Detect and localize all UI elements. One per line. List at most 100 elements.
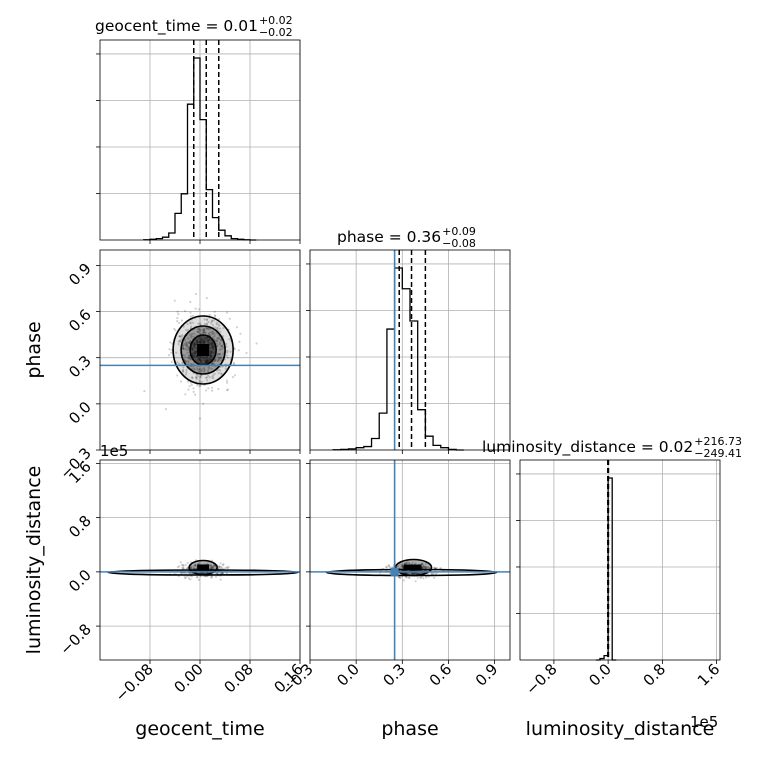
sample-point bbox=[211, 345, 214, 348]
sample-point bbox=[193, 564, 196, 567]
sample-point bbox=[226, 311, 229, 314]
sample-point bbox=[211, 361, 214, 364]
sample-point bbox=[224, 367, 227, 370]
sample-point bbox=[181, 361, 184, 364]
sample-point bbox=[203, 368, 206, 371]
sample-point bbox=[194, 350, 198, 353]
title-plus: +0.09 bbox=[442, 225, 476, 238]
sample-point bbox=[435, 566, 438, 570]
x-tick-label: −0.3 bbox=[278, 660, 316, 698]
sample-point bbox=[188, 342, 191, 345]
sample-point bbox=[220, 345, 223, 348]
sample-point bbox=[220, 359, 223, 362]
sample-point bbox=[194, 352, 197, 355]
sample-point bbox=[220, 357, 223, 360]
sample-point bbox=[204, 376, 208, 379]
sample-point bbox=[200, 380, 203, 383]
sample-point bbox=[200, 339, 203, 342]
sample-point bbox=[205, 322, 208, 325]
x-axis-label-geocent_time: geocent_time bbox=[135, 718, 264, 740]
sample-point bbox=[191, 348, 194, 351]
sample-point bbox=[188, 333, 192, 336]
sample-point bbox=[206, 379, 209, 382]
sample-point bbox=[218, 352, 222, 355]
sample-point bbox=[205, 356, 208, 359]
sample-point bbox=[196, 341, 199, 344]
sample-point bbox=[210, 352, 213, 355]
sample-point bbox=[199, 356, 202, 359]
sample-point bbox=[189, 358, 192, 361]
x-tick-label: −0.8 bbox=[522, 660, 560, 698]
sample-point bbox=[233, 348, 236, 351]
sample-point bbox=[197, 358, 200, 361]
sample-point bbox=[179, 339, 182, 342]
sample-point bbox=[216, 359, 219, 362]
sample-point bbox=[202, 370, 205, 373]
sample-point bbox=[399, 576, 402, 580]
sample-point bbox=[194, 341, 197, 344]
sample-point bbox=[184, 393, 187, 396]
sample-point bbox=[193, 343, 196, 346]
sample-point bbox=[219, 330, 222, 333]
sample-point bbox=[420, 562, 423, 565]
sample-point bbox=[226, 381, 229, 384]
sample-point bbox=[408, 561, 411, 565]
sample-point bbox=[425, 576, 428, 579]
sample-point bbox=[192, 346, 195, 349]
sample-point bbox=[229, 350, 232, 353]
sample-point bbox=[192, 348, 195, 351]
sample-point bbox=[212, 348, 215, 351]
sample-point bbox=[186, 562, 189, 565]
sample-point bbox=[220, 572, 223, 575]
sample-point bbox=[225, 342, 228, 345]
sample-point bbox=[226, 349, 229, 352]
sample-point bbox=[228, 338, 231, 341]
sample-point bbox=[216, 339, 219, 343]
sample-point bbox=[187, 347, 190, 350]
sample-point bbox=[422, 577, 425, 580]
sample-point bbox=[198, 379, 201, 382]
sample-point bbox=[211, 330, 214, 333]
sample-point bbox=[206, 327, 209, 330]
sample-point bbox=[187, 361, 190, 364]
sample-point bbox=[198, 328, 201, 331]
title-plus: +0.02 bbox=[259, 14, 293, 27]
sample-point bbox=[198, 341, 201, 344]
sample-point bbox=[396, 565, 399, 568]
sample-point bbox=[226, 388, 230, 391]
sample-point bbox=[190, 383, 193, 386]
sample-point bbox=[191, 376, 194, 380]
sample-point bbox=[416, 572, 419, 575]
sample-point bbox=[432, 572, 435, 575]
sample-point bbox=[202, 335, 206, 338]
sample-point bbox=[205, 359, 209, 362]
histogram-step bbox=[595, 477, 617, 661]
sample-point bbox=[191, 347, 194, 350]
sample-point bbox=[185, 343, 188, 347]
sample-point bbox=[208, 338, 211, 342]
title-luminosity_distance: luminosity_distance = 0.02 bbox=[482, 438, 693, 457]
sample-point bbox=[225, 566, 229, 569]
sample-point bbox=[198, 370, 201, 373]
sample-point bbox=[173, 327, 176, 330]
sample-point bbox=[189, 315, 192, 318]
sample-point bbox=[190, 335, 194, 338]
sample-point bbox=[407, 576, 410, 579]
sample-point bbox=[405, 562, 408, 565]
sample-point bbox=[180, 563, 184, 566]
sample-point bbox=[198, 358, 201, 361]
sample-point bbox=[422, 565, 425, 568]
sample-point bbox=[205, 361, 208, 364]
sample-point bbox=[176, 310, 179, 313]
sample-point bbox=[201, 367, 204, 370]
sample-point bbox=[176, 361, 179, 364]
sample-point bbox=[219, 327, 222, 330]
sample-point bbox=[198, 357, 201, 360]
sample-point bbox=[211, 342, 214, 345]
title-minus: −249.41 bbox=[694, 447, 742, 460]
sample-point bbox=[170, 348, 173, 351]
sample-point bbox=[398, 576, 402, 579]
sample-point bbox=[209, 331, 212, 334]
sample-point bbox=[202, 341, 205, 344]
sample-point bbox=[195, 343, 198, 346]
